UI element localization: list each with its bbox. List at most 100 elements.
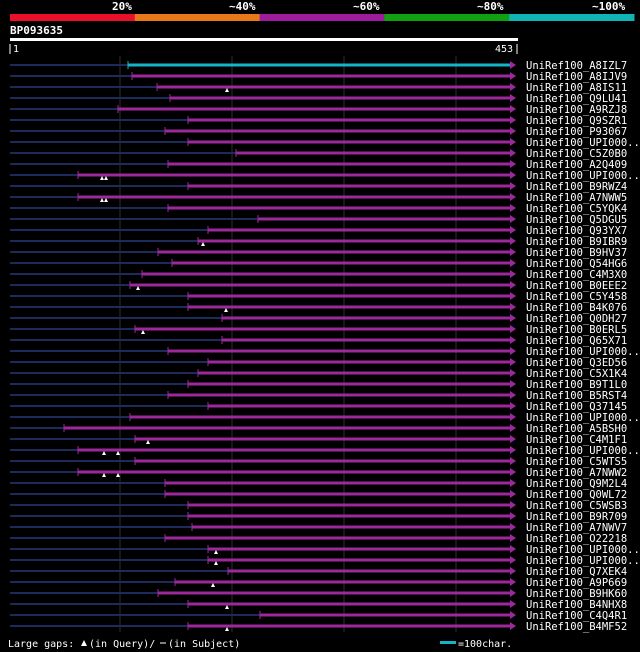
alignment-bar[interactable] [135,437,510,441]
hit-row[interactable]: UniRef100_UPI000.. [10,445,640,457]
alignment-bar[interactable] [208,360,510,364]
alignment-bar[interactable] [175,580,510,584]
hit-label[interactable]: UniRef100_B4NHX8 [526,599,627,611]
alignment-bar[interactable] [188,624,510,628]
hit-label[interactable]: UniRef100_Q54HG6 [526,258,627,270]
alignment-bar[interactable] [158,250,510,254]
alignment-bar[interactable] [165,481,510,485]
hit-row[interactable]: UniRef100_A2Q409 [10,159,627,171]
hit-label[interactable]: UniRef100_Q0DH27 [526,313,627,325]
hit-row[interactable]: UniRef100_UPI000.. [10,170,640,182]
alignment-bar[interactable] [188,140,510,144]
hit-label[interactable]: UniRef100_B0EEE2 [526,280,627,292]
alignment-bar[interactable] [198,371,510,375]
alignment-bar[interactable] [172,261,510,265]
hit-label[interactable]: UniRef100_O22218 [526,533,627,545]
hit-row[interactable]: UniRef100_B5RST4 [10,390,627,402]
hit-label[interactable]: UniRef100_B9R709 [526,511,627,523]
hit-label[interactable]: UniRef100_A9RZJ8 [526,104,627,116]
hit-row[interactable]: UniRef100_Q0WL72 [10,489,627,501]
hit-row[interactable]: UniRef100_B0ERL5 [10,324,627,336]
hit-row[interactable]: UniRef100_B4MF52 [10,621,627,633]
alignment-bar[interactable] [188,514,510,518]
hit-row[interactable]: UniRef100_A7NWW5 [10,192,627,204]
hit-label[interactable]: UniRef100_A8IZL7 [526,60,627,72]
hit-row[interactable]: UniRef100_C5YQK4 [10,203,627,215]
hit-row[interactable]: UniRef100_Q9SZR1 [10,115,627,127]
alignment-bar[interactable] [258,217,510,221]
hit-label[interactable]: UniRef100_Q3ED56 [526,357,627,369]
alignment-bar[interactable] [228,569,510,573]
hit-row[interactable]: UniRef100_UPI000.. [10,555,640,567]
alignment-bar[interactable] [142,272,510,276]
hit-label[interactable]: UniRef100_A7NWW5 [526,192,627,204]
hit-label[interactable]: UniRef100_C5WTS5 [526,456,627,468]
alignment-bar[interactable] [198,239,510,243]
hit-row[interactable]: UniRef100_A8IZL7 [10,60,627,72]
alignment-bar[interactable] [165,129,510,133]
hit-row[interactable]: UniRef100_Q0DH27 [10,313,627,325]
hit-row[interactable]: UniRef100_C5WSB3 [10,500,627,512]
alignment-bar[interactable] [188,602,510,606]
hit-label[interactable]: UniRef100_P93067 [526,126,627,138]
alignment-bar[interactable] [188,503,510,507]
alignment-bar[interactable] [188,294,510,298]
hit-row[interactable]: UniRef100_O22218 [10,533,627,545]
hit-row[interactable]: UniRef100_P93067 [10,126,627,138]
hit-row[interactable]: UniRef100_C4M3X0 [10,269,627,281]
hit-label[interactable]: UniRef100_C4M1F1 [526,434,627,446]
hit-label[interactable]: UniRef100_B9HK60 [526,588,627,600]
hit-row[interactable]: UniRef100_Q5DGU5 [10,214,627,226]
alignment-bar[interactable] [208,558,510,562]
alignment-bar[interactable] [158,591,510,595]
alignment-bar[interactable] [130,415,510,419]
hit-label[interactable]: UniRef100_Q0WL72 [526,489,627,501]
hit-label[interactable]: UniRef100_A8IJV9 [526,71,627,83]
hit-label[interactable]: UniRef100_UPI000.. [526,544,640,556]
hit-row[interactable]: UniRef100_B4K076 [10,302,627,314]
alignment-bar[interactable] [135,327,510,331]
alignment-bar[interactable] [78,448,510,452]
alignment-bar[interactable] [64,426,510,430]
hit-row[interactable]: UniRef100_C5Y458 [10,291,627,303]
hit-label[interactable]: UniRef100_Q37145 [526,401,627,413]
hit-row[interactable]: UniRef100_C5X1K4 [10,368,627,380]
hit-row[interactable]: UniRef100_A9P669 [10,577,627,589]
alignment-bar[interactable] [78,195,510,199]
alignment-bar[interactable] [236,151,510,155]
hit-row[interactable]: UniRef100_UPI000.. [10,137,640,149]
hit-row[interactable]: UniRef100_A7NWV7 [10,522,627,534]
hit-label[interactable]: UniRef100_UPI000.. [526,555,640,567]
hit-row[interactable]: UniRef100_Q9M2L4 [10,478,627,490]
alignment-bar[interactable] [168,206,510,210]
hit-label[interactable]: UniRef100_A2Q409 [526,159,627,171]
hit-label[interactable]: UniRef100_A7NWV7 [526,522,627,534]
alignment-bar[interactable] [128,63,510,67]
hit-label[interactable]: UniRef100_A9P669 [526,577,627,589]
hit-row[interactable]: UniRef100_B9HV37 [10,247,627,259]
hit-label[interactable]: UniRef100_A8IS11 [526,82,627,94]
hit-label[interactable]: UniRef100_UPI000.. [526,412,640,424]
alignment-bar[interactable] [188,382,510,386]
hit-row[interactable]: UniRef100_Q65X71 [10,335,627,347]
alignment-bar[interactable] [135,459,510,463]
hit-row[interactable]: UniRef100_C4M1F1 [10,434,627,446]
hit-row[interactable]: UniRef100_UPI000.. [10,412,640,424]
alignment-bar[interactable] [260,613,510,617]
hit-label[interactable]: UniRef100_Q9SZR1 [526,115,627,127]
hit-row[interactable]: UniRef100_A8IS11 [10,82,627,94]
alignment-bar[interactable] [168,162,510,166]
hit-row[interactable]: UniRef100_A5BSH0 [10,423,627,435]
hit-label[interactable]: UniRef100_C5WSB3 [526,500,627,512]
alignment-bar[interactable] [165,492,510,496]
alignment-bar[interactable] [168,393,510,397]
hit-row[interactable]: UniRef100_A8IJV9 [10,71,627,83]
hit-label[interactable]: UniRef100_B5RST4 [526,390,627,402]
hit-label[interactable]: UniRef100_UPI000.. [526,137,640,149]
hit-label[interactable]: UniRef100_UPI000.. [526,170,640,182]
alignment-bar[interactable] [78,470,510,474]
alignment-bar[interactable] [222,316,510,320]
hit-label[interactable]: UniRef100_A5BSH0 [526,423,627,435]
hit-row[interactable]: UniRef100_C5WTS5 [10,456,627,468]
hit-label[interactable]: UniRef100_B9HV37 [526,247,627,259]
